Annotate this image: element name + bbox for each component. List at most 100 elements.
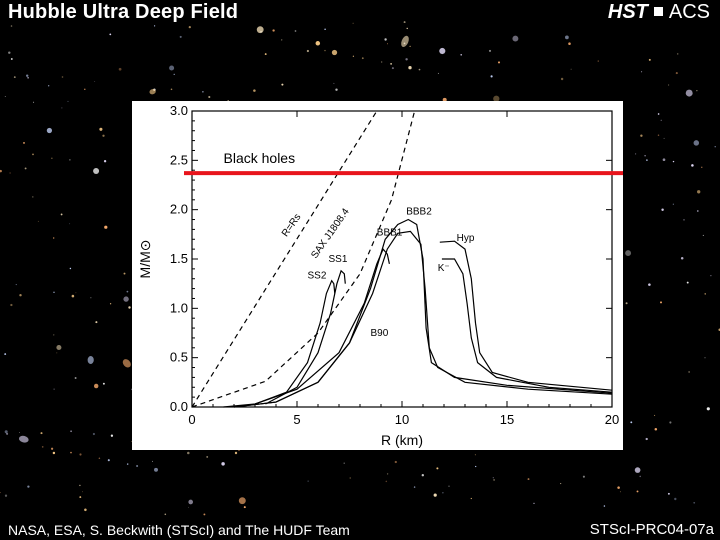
x-tick-label: 10	[395, 412, 409, 427]
star	[53, 291, 55, 294]
star	[704, 293, 706, 295]
star	[170, 88, 173, 91]
star	[660, 119, 662, 121]
star	[680, 256, 684, 260]
star	[384, 38, 387, 41]
star	[50, 447, 54, 450]
star	[381, 61, 383, 63]
star	[48, 85, 50, 87]
star	[646, 159, 648, 161]
star	[67, 100, 69, 102]
star	[95, 321, 98, 324]
star	[433, 493, 437, 497]
star	[32, 153, 34, 156]
eos-curve	[233, 230, 613, 408]
star	[173, 73, 175, 76]
black-hole-label: Black holes	[224, 150, 296, 166]
hst-label: HST	[607, 1, 648, 23]
star	[27, 485, 30, 488]
star	[343, 462, 345, 464]
star	[617, 486, 620, 489]
star	[10, 58, 13, 60]
star	[9, 172, 11, 174]
star	[74, 377, 77, 379]
star	[668, 84, 670, 86]
star	[107, 459, 110, 462]
star	[56, 344, 62, 351]
star	[264, 53, 267, 56]
page-title: Hubble Ultra Deep Field	[8, 1, 239, 23]
star	[488, 49, 492, 52]
star	[693, 501, 696, 504]
star	[61, 76, 64, 78]
curve-annotation: R=Rs	[280, 212, 304, 239]
star	[70, 451, 72, 454]
star	[123, 272, 126, 275]
star	[639, 475, 641, 478]
x-tick-label: 5	[293, 412, 300, 427]
star	[26, 74, 29, 77]
galaxy	[87, 356, 94, 364]
star	[442, 97, 447, 102]
star	[179, 35, 182, 38]
star	[10, 25, 13, 27]
eos-curve	[439, 240, 613, 391]
galaxy	[149, 89, 156, 95]
star	[324, 28, 326, 31]
star	[188, 506, 190, 508]
eos-curve	[265, 269, 346, 405]
star	[131, 441, 133, 443]
star	[565, 35, 569, 40]
star	[4, 95, 6, 98]
star	[634, 467, 641, 473]
star	[403, 21, 406, 24]
curve-annotation: SS1	[329, 254, 348, 265]
star	[99, 127, 103, 131]
x-tick-label: 15	[500, 412, 514, 427]
star	[19, 293, 22, 297]
star	[90, 297, 92, 299]
star	[688, 371, 690, 373]
star	[93, 383, 99, 389]
star	[187, 451, 190, 455]
star	[10, 303, 13, 307]
chart-panel: 0 5 10 15 20 0.0 0.5 1.0 1.5 2.0 2.5 3.0 R (km) M/M⊙ R…	[132, 101, 623, 450]
star	[439, 47, 446, 55]
star	[390, 63, 392, 65]
star	[79, 453, 82, 456]
star	[203, 513, 206, 516]
star	[405, 58, 408, 61]
star	[253, 89, 256, 92]
star	[493, 95, 500, 102]
star	[685, 89, 693, 97]
star	[306, 49, 310, 53]
star	[331, 49, 338, 56]
star	[349, 477, 351, 479]
star	[385, 480, 388, 483]
star	[37, 220, 39, 222]
star	[84, 88, 86, 91]
curve-annotation: B90	[371, 328, 389, 339]
star	[527, 478, 530, 481]
star	[391, 67, 394, 70]
star	[307, 480, 309, 482]
star	[706, 407, 710, 411]
star	[152, 460, 154, 462]
star	[697, 190, 701, 194]
star	[79, 496, 82, 499]
star	[662, 158, 666, 162]
star	[442, 492, 444, 494]
star	[660, 301, 662, 304]
star	[103, 160, 107, 163]
star	[0, 169, 2, 173]
star	[92, 432, 95, 436]
star	[490, 75, 493, 78]
star	[460, 54, 463, 56]
star	[702, 234, 704, 236]
star	[104, 225, 108, 229]
star	[470, 497, 472, 500]
star	[41, 446, 44, 448]
star	[15, 284, 17, 286]
star	[512, 35, 519, 42]
star	[493, 478, 496, 481]
